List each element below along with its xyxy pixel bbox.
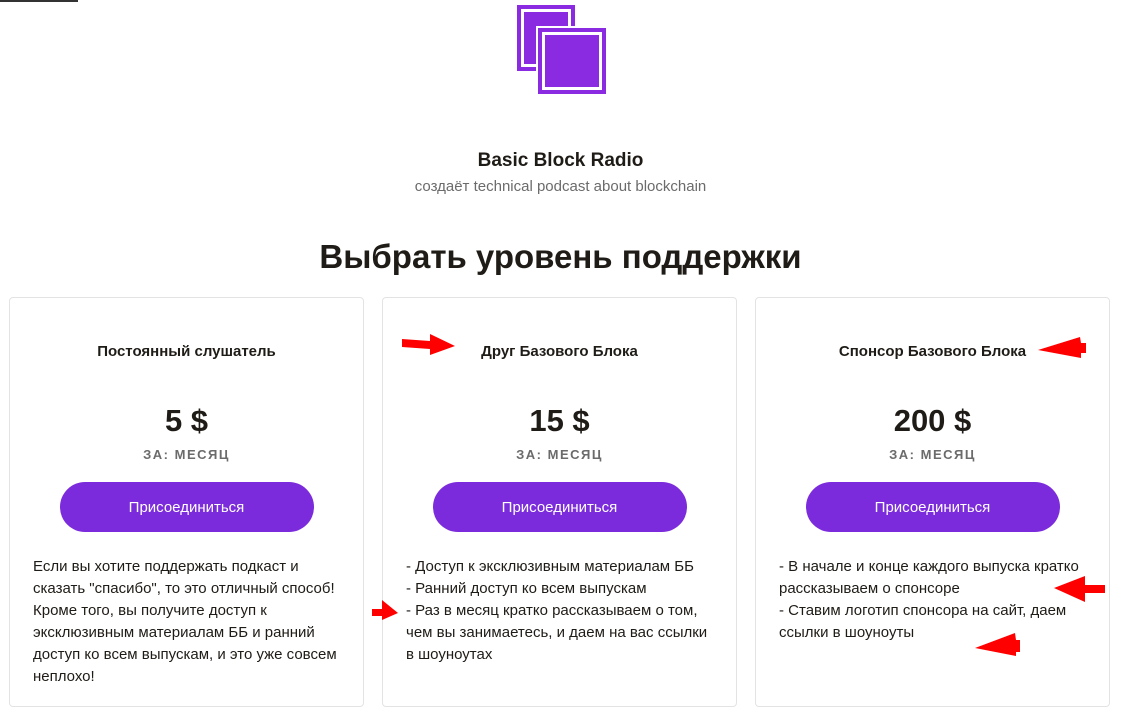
page-title: Выбрать уровень поддержки <box>319 238 802 275</box>
top-bar <box>0 0 78 2</box>
tier-card: Постоянный слушатель 5 $ ЗА: МЕСЯЦ Присо… <box>9 297 364 707</box>
tier-price: 15 $ <box>529 403 590 438</box>
join-button[interactable]: Присоединиться <box>432 482 687 532</box>
tier-card: Спонсор Базового Блока 200 $ ЗА: МЕСЯЦ П… <box>755 297 1110 707</box>
tier-price: 200 $ <box>893 403 972 438</box>
tier-description: - Доступ к эксклюзивным материалам ББ - … <box>406 558 708 663</box>
tier-period: ЗА: МЕСЯЦ <box>889 447 976 462</box>
tier-name: Спонсор Базового Блока <box>838 343 1027 360</box>
join-button[interactable]: Присоединиться <box>805 482 1060 532</box>
creator-name: Basic Block Radio <box>477 150 644 171</box>
creator-logo <box>517 5 606 96</box>
tier-price: 5 $ <box>164 403 209 438</box>
creator-tagline: создаёт technical podcast about blockcha… <box>414 178 707 195</box>
tier-description: Если вы хотите поддержать подкаст и сказ… <box>33 558 337 685</box>
tier-name: Друг Базового Блока <box>481 343 638 360</box>
join-button[interactable]: Присоединиться <box>59 482 314 532</box>
tier-period: ЗА: МЕСЯЦ <box>143 447 230 462</box>
tier-card: Друг Базового Блока 15 $ ЗА: МЕСЯЦ Присо… <box>382 297 737 707</box>
tier-name: Постоянный слушатель <box>97 343 276 360</box>
tier-period: ЗА: МЕСЯЦ <box>516 447 603 462</box>
tier-description: - В начале и конце каждого выпуска кратк… <box>779 558 1079 641</box>
